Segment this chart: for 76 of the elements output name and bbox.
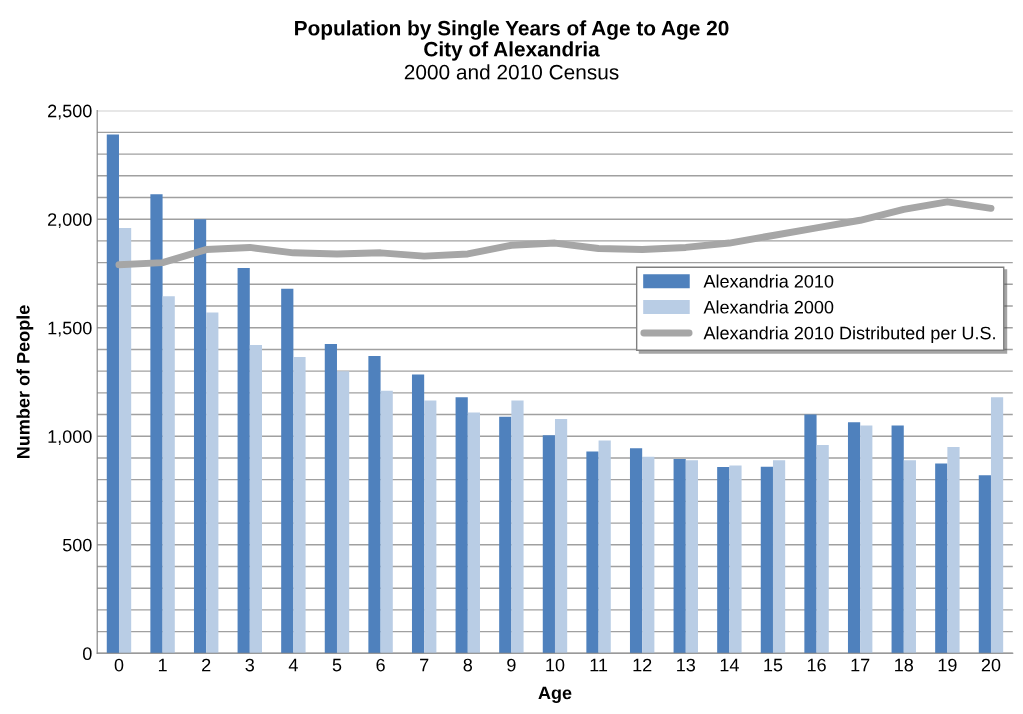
bar: [903, 460, 916, 654]
bar: [685, 460, 698, 654]
bar: [118, 227, 132, 654]
x-tick-label: 19: [938, 658, 957, 672]
bar: [162, 296, 175, 654]
y-axis-title: Number of People: [16, 305, 34, 459]
x-tick-label: 6: [376, 658, 385, 672]
bar: [324, 344, 337, 654]
bar: [816, 444, 829, 654]
x-tick-label: 4: [288, 658, 298, 672]
bar: [455, 397, 468, 654]
bar: [772, 460, 786, 654]
chart-subtitle: 2000 and 2010 Census: [404, 64, 619, 80]
bar: [717, 467, 730, 654]
x-tick-label: 20: [981, 658, 1001, 672]
x-tick-label: 12: [633, 658, 652, 672]
legend-label: Alexandria 2010 Distributed per U.S.: [703, 326, 995, 344]
bar: [629, 448, 643, 654]
bar: [281, 288, 294, 654]
x-tick-label: 5: [332, 658, 342, 672]
y-tick-label: 1,500: [48, 321, 92, 337]
bar: [847, 422, 861, 654]
x-tick-label: 13: [677, 658, 696, 672]
bar: [336, 371, 350, 654]
bar: [804, 414, 817, 654]
bar: [673, 459, 686, 654]
bar: [150, 194, 163, 654]
bar: [990, 397, 1004, 654]
x-tick-label: 2: [202, 658, 211, 672]
x-tick-label: 14: [720, 658, 739, 672]
x-tick-label: 0: [114, 658, 124, 672]
y-tick-label: 2,000: [48, 213, 92, 229]
y-tick-label: 2,500: [48, 104, 92, 120]
x-tick-label: 16: [807, 658, 826, 672]
chart-title: Population by Single Years of Age to Age 20 City of Alexandria: [295, 20, 729, 61]
x-tick-label: 15: [764, 658, 783, 672]
bar: [542, 435, 555, 654]
bar: [193, 219, 207, 654]
bar: [511, 400, 524, 654]
bar: [249, 345, 262, 654]
x-tick-label: 1: [158, 658, 167, 672]
bar: [368, 355, 381, 654]
legend-label: Alexandria 2000: [703, 300, 834, 314]
x-tick-label: 17: [851, 658, 870, 672]
bar: [947, 447, 960, 654]
bar: [598, 440, 611, 654]
legend-label: Alexandria 2010: [703, 274, 834, 288]
bar: [978, 475, 991, 654]
x-tick-label: 7: [420, 658, 429, 672]
bar: [760, 466, 773, 654]
y-tick-label: 1,000: [48, 430, 92, 446]
y-tick-label: 0: [82, 647, 92, 661]
bar: [424, 400, 437, 654]
bar: [729, 465, 742, 654]
bar: [380, 390, 393, 654]
bar: [860, 425, 873, 654]
bar: [499, 416, 512, 654]
x-tick-label: 9: [507, 658, 516, 672]
x-tick-label: 11: [590, 658, 608, 672]
bar: [586, 451, 599, 654]
bar: [642, 456, 655, 654]
bar: [891, 425, 904, 654]
bar: [935, 463, 948, 654]
x-tick-label: 8: [463, 658, 473, 672]
x-tick-label: 3: [245, 658, 255, 672]
x-axis-title: Age: [538, 686, 572, 703]
x-tick-label: 18: [895, 658, 914, 672]
bar: [411, 374, 425, 654]
y-tick-label: 500: [62, 538, 92, 552]
x-tick-label: 10: [546, 658, 565, 672]
bar: [237, 268, 250, 654]
bar: [554, 418, 568, 654]
bar: [293, 357, 306, 654]
bar: [467, 412, 480, 654]
bar: [206, 312, 219, 654]
bar: [106, 134, 119, 654]
